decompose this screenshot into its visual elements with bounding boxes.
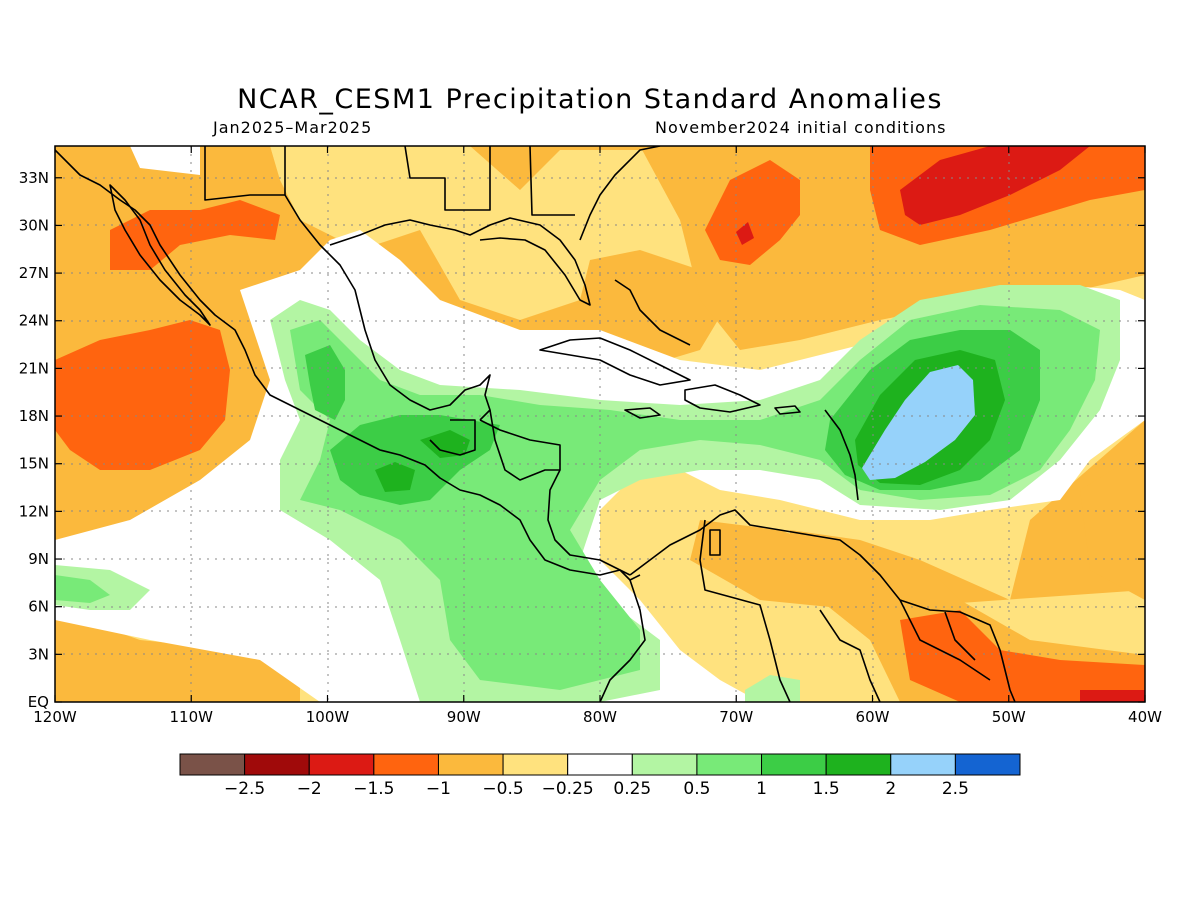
colorbar-label: −1.5: [353, 779, 394, 799]
lon-tick-label: 90W: [447, 708, 481, 726]
map-title: NCAR_CESM1 Precipitation Standard Anomal…: [237, 84, 943, 115]
colorbar-label: 0.5: [683, 779, 710, 799]
colorbar-swatch: [373, 753, 439, 776]
lat-tick-label: 21N: [19, 359, 49, 377]
colorbar-label: 1: [756, 779, 767, 799]
anomaly-orange-eastpacific: [55, 610, 300, 702]
anomaly-medgreen-mexico: [305, 345, 345, 420]
lat-tick-label: 6N: [28, 598, 49, 616]
anomaly-orange-eastatlantic: [1080, 450, 1145, 600]
lat-tick-label: 27N: [19, 264, 49, 282]
colorbar-swatch: [502, 753, 569, 776]
map-gridlines: [55, 146, 1145, 702]
colorbar-label: −1: [426, 779, 451, 799]
colorbar-label: −0.25: [542, 779, 594, 799]
anomaly-green-pacific: [55, 575, 110, 603]
lat-tick-label: EQ: [28, 693, 49, 711]
forecast-period: Jan2025–Mar2025: [213, 118, 373, 137]
coastlines: [55, 146, 1016, 702]
colorbar-label: −0.5: [482, 779, 523, 799]
colorbar-swatch: [567, 753, 633, 776]
anomaly-red-brazil: [1080, 690, 1145, 702]
anomaly-darkgreen-honduras: [375, 462, 415, 492]
lon-tick-label: 110W: [170, 708, 214, 726]
colorbar-label: 2: [885, 779, 896, 799]
anomaly-neutral-north: [130, 146, 200, 175]
colorbar-swatch: [308, 753, 375, 776]
colorbar-swatch: [244, 753, 310, 776]
anomaly-red-northeast: [900, 146, 1090, 225]
lat-tick-label: 24N: [19, 312, 49, 330]
anomaly-blue-atlantic: [862, 365, 975, 480]
colorbar-swatch: [761, 753, 827, 776]
colorbar-label: 0.25: [613, 779, 651, 799]
anomaly-red-bermuda: [736, 222, 754, 245]
colorbar-label: 1.5: [813, 779, 840, 799]
lat-tick-label: 18N: [19, 407, 49, 425]
colorbar-label: −2.5: [224, 779, 265, 799]
lon-tick-label: 50W: [992, 708, 1026, 726]
anomaly-darkorange-baja: [110, 200, 280, 270]
lat-tick-label: 33N: [19, 169, 49, 187]
colorbar-swatch: [696, 753, 763, 776]
initial-conditions: November2024 initial conditions: [655, 118, 947, 137]
colorbar-swatch: [825, 753, 892, 776]
colorbar-swatch: [437, 753, 504, 776]
lat-tick-label: 9N: [28, 550, 49, 568]
lat-tick-label: 12N: [19, 502, 49, 520]
colorbar-swatch: [179, 753, 246, 776]
anomaly-darkgreen-guatemala: [420, 430, 470, 458]
lon-tick-label: 60W: [856, 708, 890, 726]
lat-tick-label: 3N: [28, 645, 49, 663]
colorbar-label: 2.5: [942, 779, 969, 799]
anomaly-darkorange-brazil: [900, 610, 1145, 702]
lon-tick-label: 120W: [33, 708, 77, 726]
anomaly-darkorange-pacific: [55, 320, 230, 470]
anomaly-darkorange-bermuda: [705, 160, 800, 265]
lon-tick-label: 70W: [719, 708, 753, 726]
colorbar: −2.5 −2 −1.5 −1 −0.5 −0.25 0.25 0.5 1 1.5 2 2.5: [179, 753, 1021, 799]
axis-ticks: 120W 110W 100W 90W 80W 70W 60W 50W 40W EQ 3N 6N 9N 12…: [19, 146, 1162, 726]
lat-tick-label: 15N: [19, 455, 49, 473]
lon-tick-label: 100W: [306, 708, 350, 726]
lon-tick-label: 40W: [1128, 708, 1162, 726]
lat-tick-label: 30N: [19, 216, 49, 234]
colorbar-swatch: [890, 753, 956, 776]
colorbar-swatch: [954, 753, 1021, 776]
colorbar-label: −2: [297, 779, 322, 799]
lon-tick-label: 80W: [583, 708, 617, 726]
colorbar-swatch: [631, 753, 698, 776]
